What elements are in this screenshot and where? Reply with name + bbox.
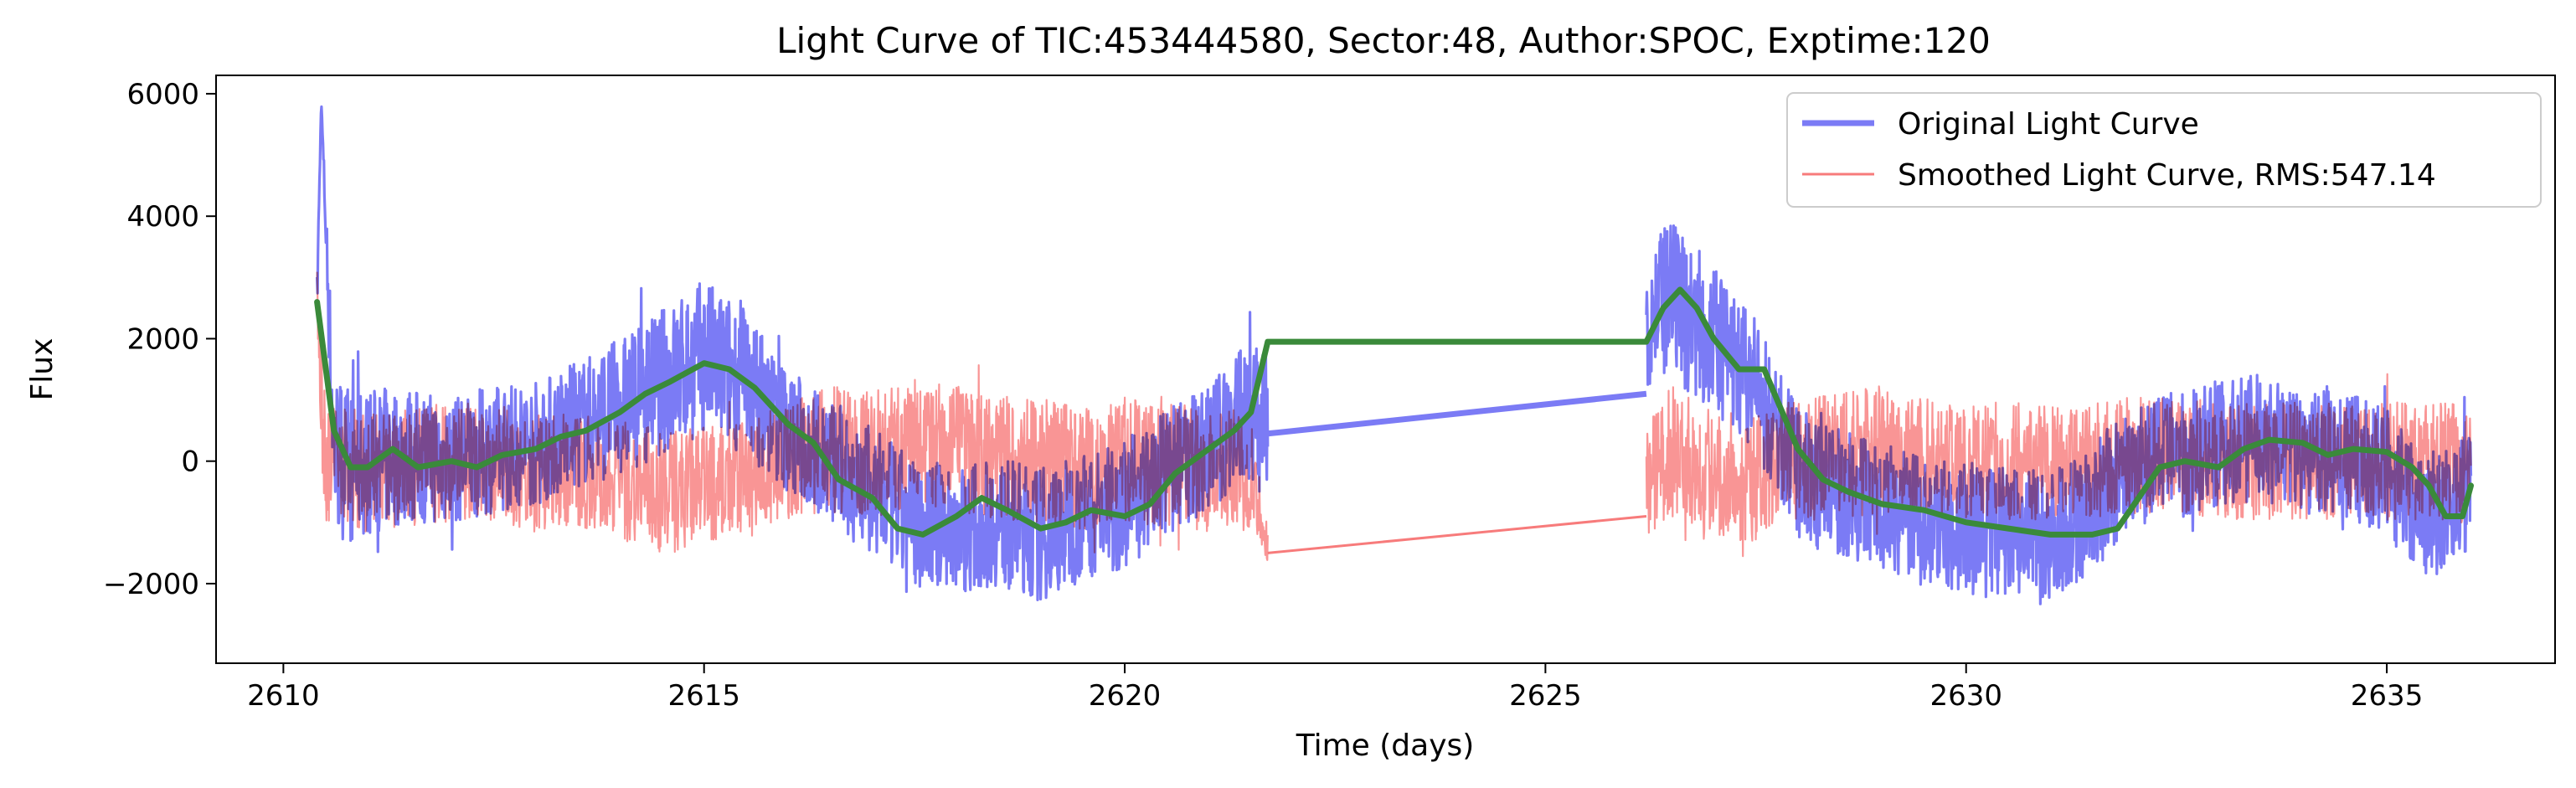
y-axis: −2000 0 2000 4000 6000	[103, 78, 216, 601]
x-tick-label: 2615	[667, 679, 740, 713]
x-axis-title: Time (days)	[1296, 729, 1475, 763]
y-tick-label: 0	[181, 446, 199, 479]
legend-label-original: Original Light Curve	[1898, 107, 2199, 142]
x-tick-label: 2610	[247, 679, 320, 713]
trend-line	[314, 286, 2474, 538]
y-tick-label: 6000	[126, 78, 199, 111]
plot-frame	[215, 75, 2556, 664]
x-axis: 2610 2615 2620 2625 2630 2635	[247, 663, 2423, 713]
legend-box	[1786, 92, 2542, 208]
series-1-gap-line	[1267, 515, 1647, 554]
x-tick-label: 2635	[2351, 679, 2424, 713]
chart-title: Light Curve of TIC:453444580, Sector:48,…	[776, 20, 1991, 61]
x-tick-label: 2625	[1509, 679, 1582, 713]
y-tick-label: 2000	[126, 322, 199, 356]
series-0-gap-line	[1267, 390, 1647, 437]
legend-label-smoothed: Smoothed Light Curve, RMS:547.14	[1898, 158, 2436, 193]
y-axis-title: Flux	[25, 338, 59, 401]
series-1	[316, 271, 2472, 561]
x-tick-label: 2620	[1089, 679, 1162, 713]
y-tick-label: 4000	[126, 200, 199, 234]
series-1-segment-0	[316, 271, 1269, 561]
series-1-segment-1	[1645, 373, 2472, 558]
series-layer	[314, 105, 2474, 605]
y-tick-label: −2000	[103, 568, 199, 601]
x-tick-label: 2630	[1929, 679, 2002, 713]
legend: Original Light Curve Smoothed Light Curv…	[1786, 92, 2542, 208]
